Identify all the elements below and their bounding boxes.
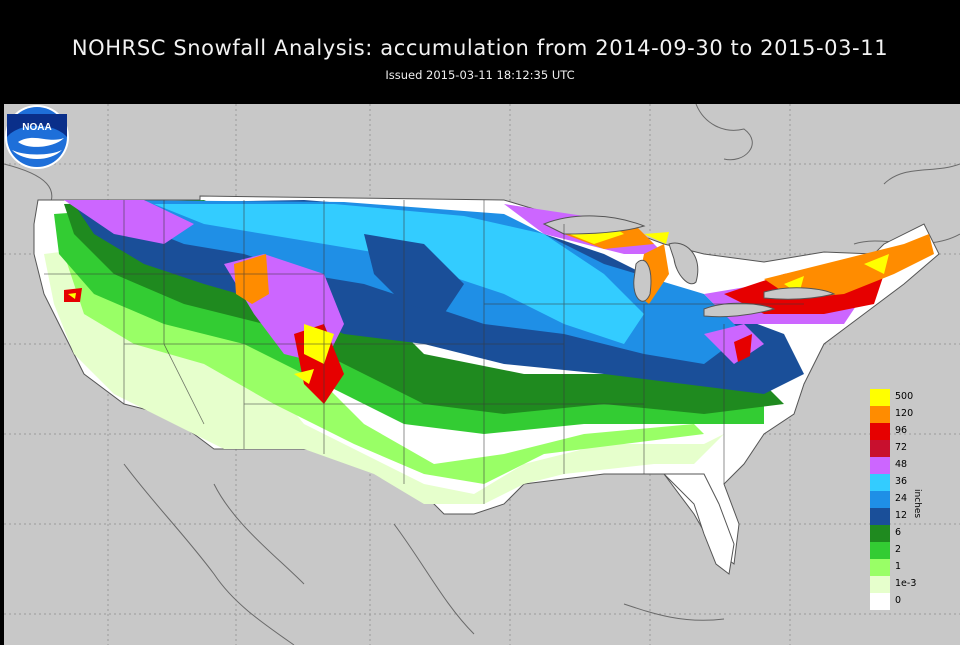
header: NOHRSC Snowfall Analysis: accumulation f… <box>0 0 960 104</box>
map-svg <box>4 104 960 645</box>
legend-swatch <box>870 491 890 508</box>
legend-label: 2 <box>895 544 902 555</box>
legend-label: 72 <box>895 442 908 453</box>
snowfall-map[interactable]: NOAA <box>4 104 960 645</box>
surrounding-coastlines <box>4 104 960 645</box>
legend-label: 6 <box>895 527 902 538</box>
legend-label: 0 <box>895 595 902 606</box>
legend-label: 12 <box>895 510 908 521</box>
great-lakes <box>542 215 836 318</box>
legend-unit: inches <box>912 489 922 519</box>
legend-label: 96 <box>895 425 908 436</box>
legend-label: 1e-3 <box>895 578 917 589</box>
noaa-logo-icon: NOAA <box>5 105 69 169</box>
noaa-logo-text: NOAA <box>22 122 51 133</box>
legend-label: 500 <box>895 391 914 402</box>
legend-swatch <box>870 525 890 542</box>
legend-label: 120 <box>895 408 914 419</box>
legend-swatch <box>870 576 890 593</box>
state-borders <box>44 200 804 504</box>
legend-swatch <box>870 508 890 525</box>
map-title: NOHRSC Snowfall Analysis: accumulation f… <box>71 36 889 60</box>
legend-label: 1 <box>895 561 902 572</box>
legend-swatch <box>870 389 890 406</box>
issued-timestamp: Issued 2015-03-11 18:12:35 UTC <box>385 68 575 82</box>
legend-swatch <box>870 542 890 559</box>
legend-swatch <box>870 423 890 440</box>
legend-swatch <box>870 474 890 491</box>
legend-label: 48 <box>895 459 908 470</box>
legend-swatch <box>870 593 890 610</box>
legend-swatch <box>870 440 890 457</box>
legend: inches 500 120 96 72 48 36 24 12 6 2 1 1e-3 0 <box>870 389 940 611</box>
legend-label: 36 <box>895 476 908 487</box>
legend-swatch <box>870 406 890 423</box>
legend-swatch <box>870 457 890 474</box>
legend-label: 24 <box>895 493 908 504</box>
legend-swatch <box>870 559 890 576</box>
florida <box>662 473 735 575</box>
